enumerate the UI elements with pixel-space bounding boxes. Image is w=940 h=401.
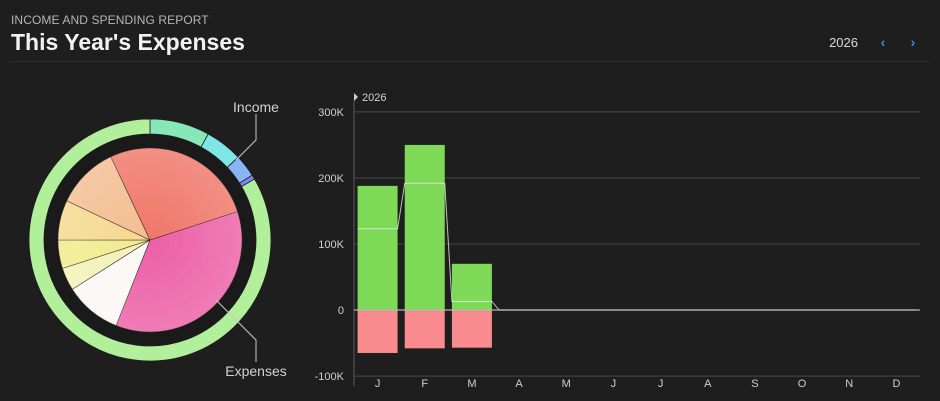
- x-tick-label: O: [798, 378, 807, 390]
- expenses-leader-line: [215, 299, 257, 362]
- x-tick-label: M: [562, 378, 571, 390]
- income-slice: [28, 118, 272, 362]
- donut-chart: Income Expenses: [28, 99, 287, 379]
- page-title: This Year's Expenses: [11, 29, 245, 55]
- year-navigator: 2026 ‹ ›: [829, 34, 928, 50]
- chevron-left-icon[interactable]: ‹: [880, 34, 886, 50]
- report-header: INCOME AND SPENDING REPORT This Year's E…: [11, 10, 940, 62]
- y-tick-label: 300K: [318, 107, 344, 119]
- income-label: Income: [233, 99, 279, 115]
- x-tick-label: M: [467, 378, 476, 390]
- income-bar: [451, 263, 492, 311]
- expense-bar: [357, 310, 398, 353]
- x-tick-label: F: [421, 378, 428, 390]
- year-label: 2026: [829, 34, 858, 50]
- expenses-label: Expenses: [225, 363, 286, 379]
- x-tick-label: A: [704, 378, 712, 390]
- bar-chart: 300K 200K 100K 0 -100K 2026 J F M A M J J A S O N D: [315, 92, 920, 390]
- pie-shading: [58, 148, 242, 332]
- y-tick-label: -100K: [315, 371, 345, 383]
- income-leader-line: [235, 114, 257, 161]
- x-tick-label: J: [611, 378, 617, 390]
- x-tick-label: J: [658, 378, 664, 390]
- y-tick-label: 0: [338, 305, 344, 317]
- x-tick-label: A: [515, 378, 523, 390]
- income-bar: [404, 144, 445, 311]
- x-tick-label: D: [892, 378, 900, 390]
- x-tick-label: N: [845, 378, 853, 390]
- chevron-right-icon[interactable]: ›: [910, 34, 916, 50]
- x-tick-label: J: [375, 378, 381, 390]
- income-bar: [357, 185, 398, 311]
- header-divider: [10, 61, 930, 62]
- expense-bar: [451, 310, 492, 348]
- report-subtitle: INCOME AND SPENDING REPORT: [11, 13, 209, 27]
- y-tick-label: 200K: [318, 173, 344, 185]
- x-tick-label: S: [751, 378, 758, 390]
- legend-label: 2026: [362, 92, 386, 104]
- legend-marker-icon: [354, 93, 358, 101]
- expense-bar: [404, 310, 445, 349]
- y-tick-label: 100K: [318, 239, 344, 251]
